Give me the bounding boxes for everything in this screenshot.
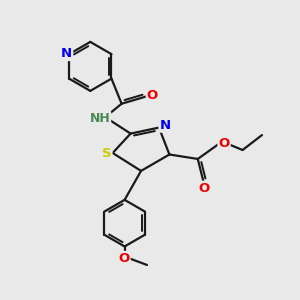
- Text: O: O: [147, 89, 158, 102]
- Text: O: O: [199, 182, 210, 195]
- Text: N: N: [61, 47, 72, 60]
- Text: S: S: [102, 147, 112, 160]
- Text: NH: NH: [89, 112, 110, 125]
- Text: O: O: [118, 252, 130, 265]
- Text: N: N: [159, 119, 170, 132]
- Text: O: O: [218, 136, 230, 150]
